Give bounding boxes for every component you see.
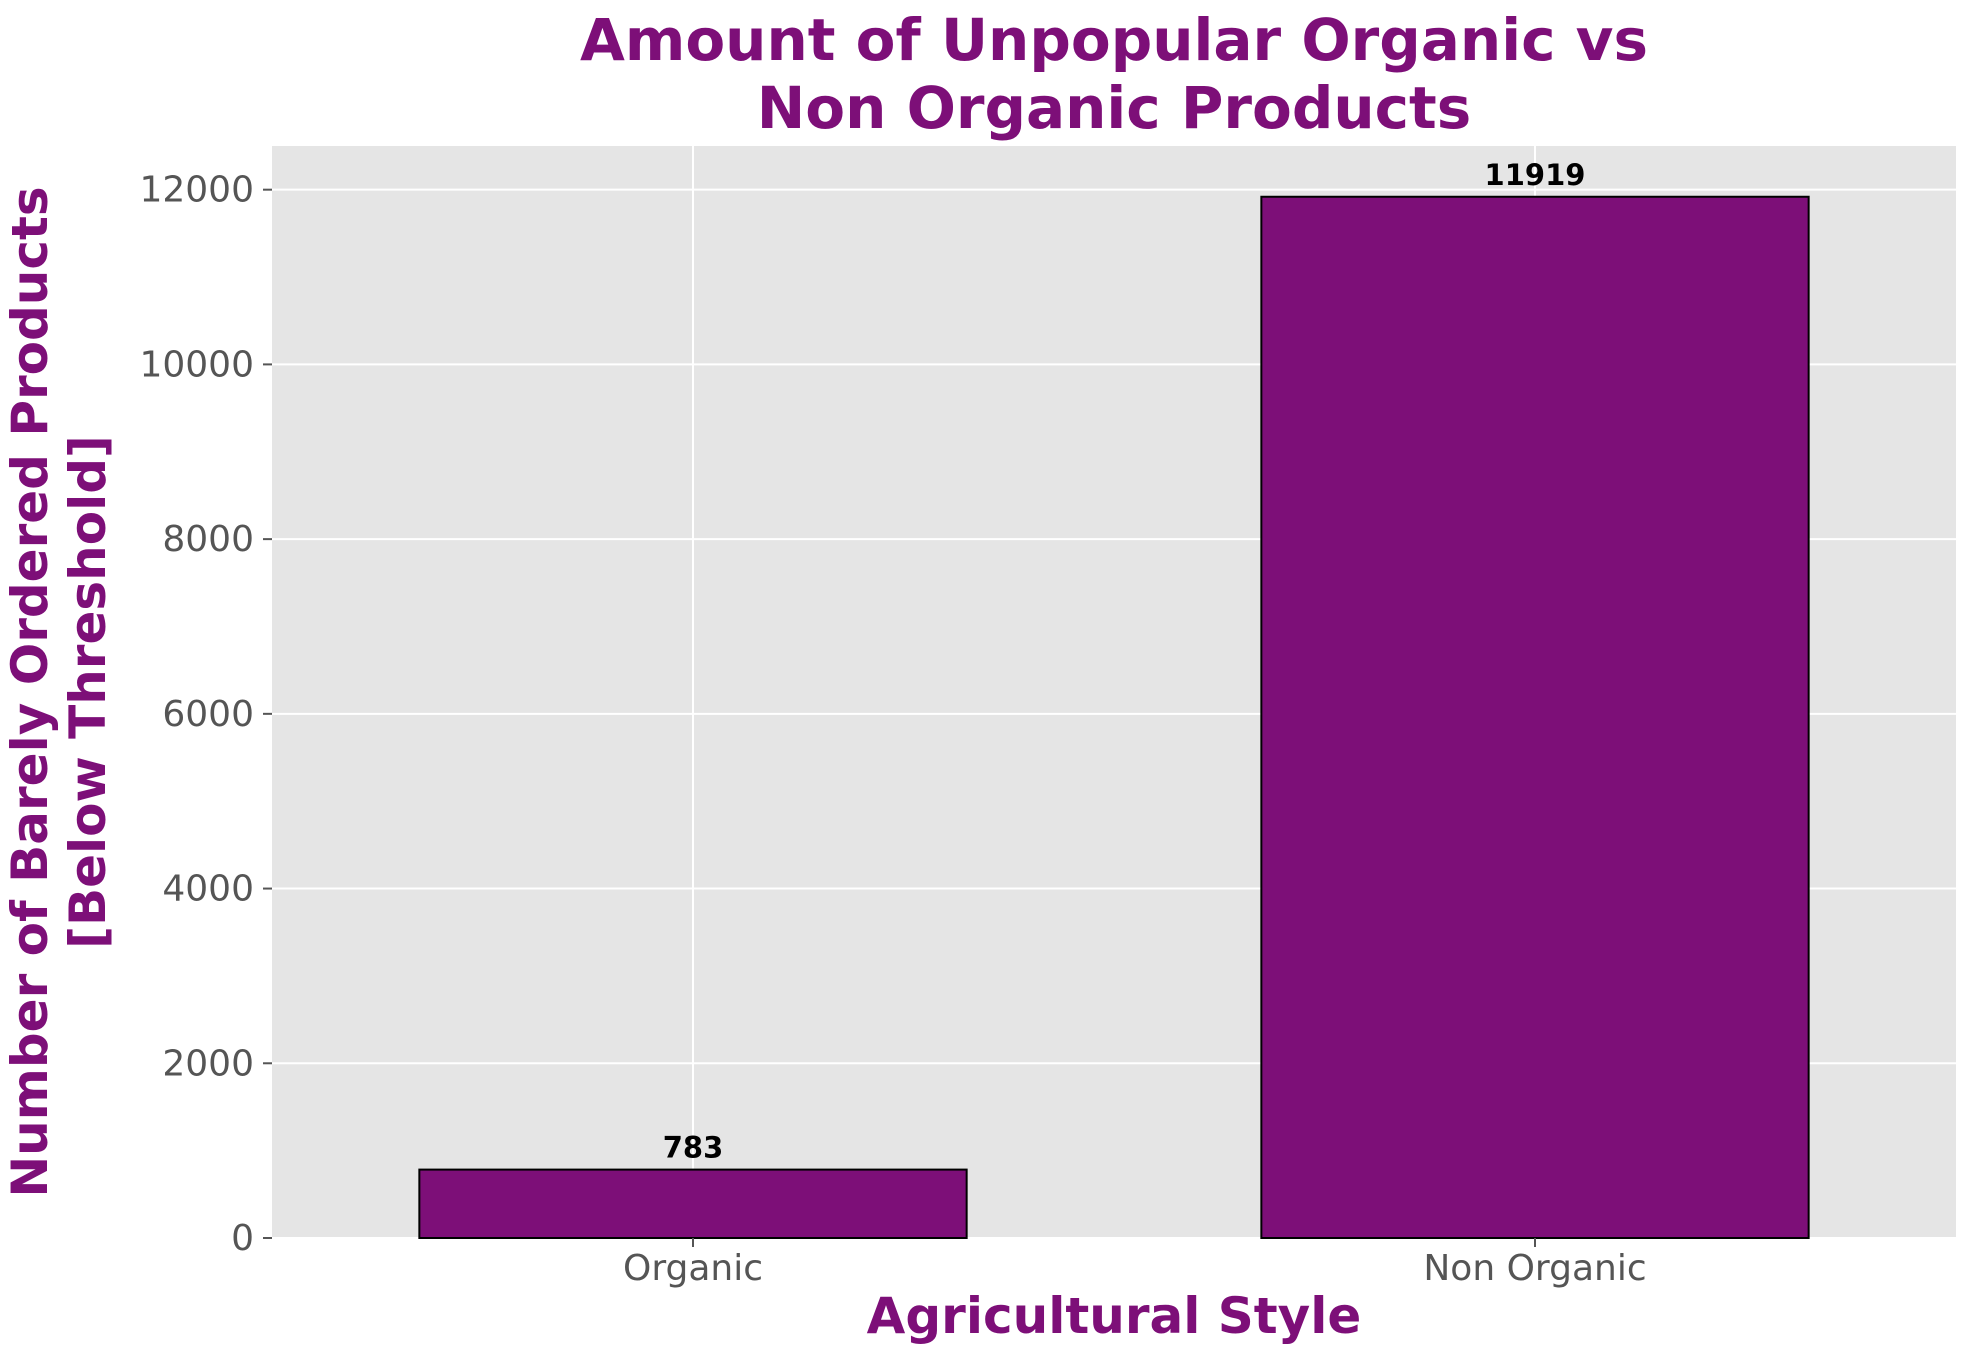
y-axis-ticks: 0 2000 4000 6000 8000 10000 12000 — [139, 170, 272, 1259]
chart-title-line: Non Organic Products — [757, 74, 1472, 142]
data-label: 11919 — [1485, 158, 1586, 192]
y-tick-label: 0 — [231, 1218, 254, 1259]
chart-title: Amount of Unpopular Organic vs Non Organi… — [580, 6, 1648, 142]
y-tick-label: 10000 — [139, 344, 254, 385]
y-tick-label: 12000 — [139, 170, 254, 211]
x-axis-ticks: Organic Non Organic — [623, 1238, 1647, 1289]
y-tick-label: 2000 — [162, 1043, 254, 1084]
y-tick-label: 4000 — [162, 869, 254, 910]
bars — [418, 195, 1810, 1240]
data-label: 783 — [663, 1131, 724, 1165]
y-axis-label: Number of Barely Ordered Products[Below … — [1, 186, 117, 1197]
x-tick-label: Non Organic — [1423, 1248, 1646, 1289]
y-tick-label: 6000 — [162, 694, 254, 735]
data-labels: 783 11919 — [663, 158, 1586, 1165]
chart-title-line: Amount of Unpopular Organic vs — [580, 6, 1648, 74]
y-axis-label-line: Number of Barely Ordered Products — [1, 186, 59, 1197]
bar — [418, 1168, 968, 1240]
y-axis-label-line: [Below Threshold] — [59, 435, 117, 949]
x-axis-label: Agricultural Style — [867, 1287, 1362, 1345]
bar — [1260, 195, 1810, 1240]
x-tick-label: Organic — [623, 1248, 763, 1289]
y-tick-label: 8000 — [162, 519, 254, 560]
